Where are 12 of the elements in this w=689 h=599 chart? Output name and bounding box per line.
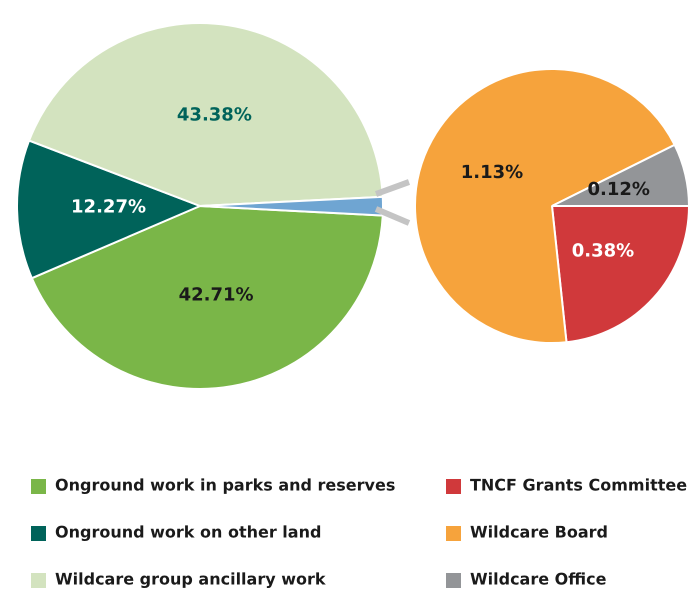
legend-label: Onground work in parks and reserves [55,476,396,495]
legend-label: Onground work on other land [55,522,322,542]
data-label: 43.38% [176,104,252,126]
legend-label: Wildcare Office [470,570,607,589]
data-label: 42.71% [178,284,254,306]
data-label: 12.27% [71,196,146,218]
data-label: 0.38% [572,240,634,262]
legend-label: Wildcare Board [470,522,608,542]
data-label: 1.13% [460,162,524,183]
legend-label: Wildcare group ancillary work [55,570,326,589]
data-label: 0.12% [587,178,650,200]
legend-label: TNCF Grants Committee [470,476,688,495]
